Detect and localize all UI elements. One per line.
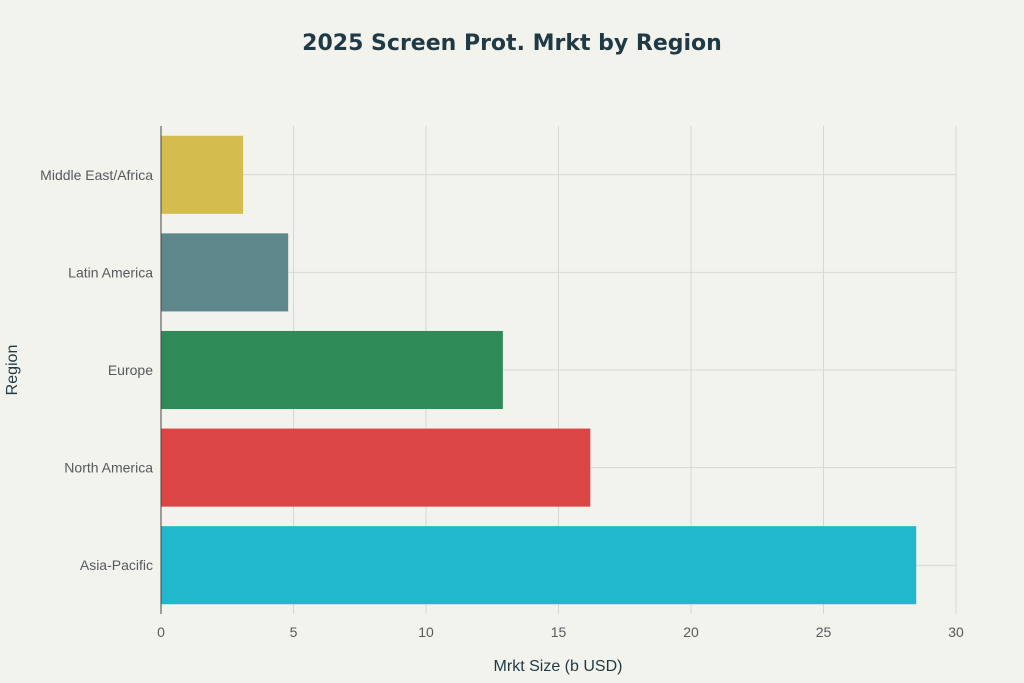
- bar: [161, 330, 503, 410]
- x-tick-label: 20: [683, 624, 699, 640]
- x-tick-label: 15: [551, 624, 567, 640]
- bar: [161, 526, 917, 605]
- x-tick-label: 0: [157, 624, 165, 640]
- bars: [161, 135, 917, 605]
- y-tick-labels: Middle East/Africa Latin America Europe Nor…: [40, 167, 153, 573]
- x-tick-label: 30: [948, 624, 964, 640]
- bar: [161, 233, 289, 312]
- y-axis-title: Region: [4, 345, 21, 396]
- bar: [161, 135, 244, 214]
- x-tick-labels: 0 5 10 15 20 25 30: [157, 624, 964, 640]
- y-tick-label: Middle East/Africa: [40, 167, 153, 183]
- y-tick-label: North America: [64, 460, 153, 476]
- y-tick-label: Europe: [108, 362, 153, 378]
- bar: [161, 428, 591, 507]
- x-axis-title: Mrkt Size (b USD): [494, 658, 623, 675]
- x-tick-label: 5: [290, 624, 298, 640]
- x-tick-label: 25: [816, 624, 832, 640]
- y-tick-label: Asia-Pacific: [80, 557, 153, 573]
- y-tick-label: Latin America: [68, 264, 153, 280]
- x-tick-label: 10: [418, 624, 434, 640]
- chart-title: 2025 Screen Prot. Mrkt by Region: [302, 31, 722, 56]
